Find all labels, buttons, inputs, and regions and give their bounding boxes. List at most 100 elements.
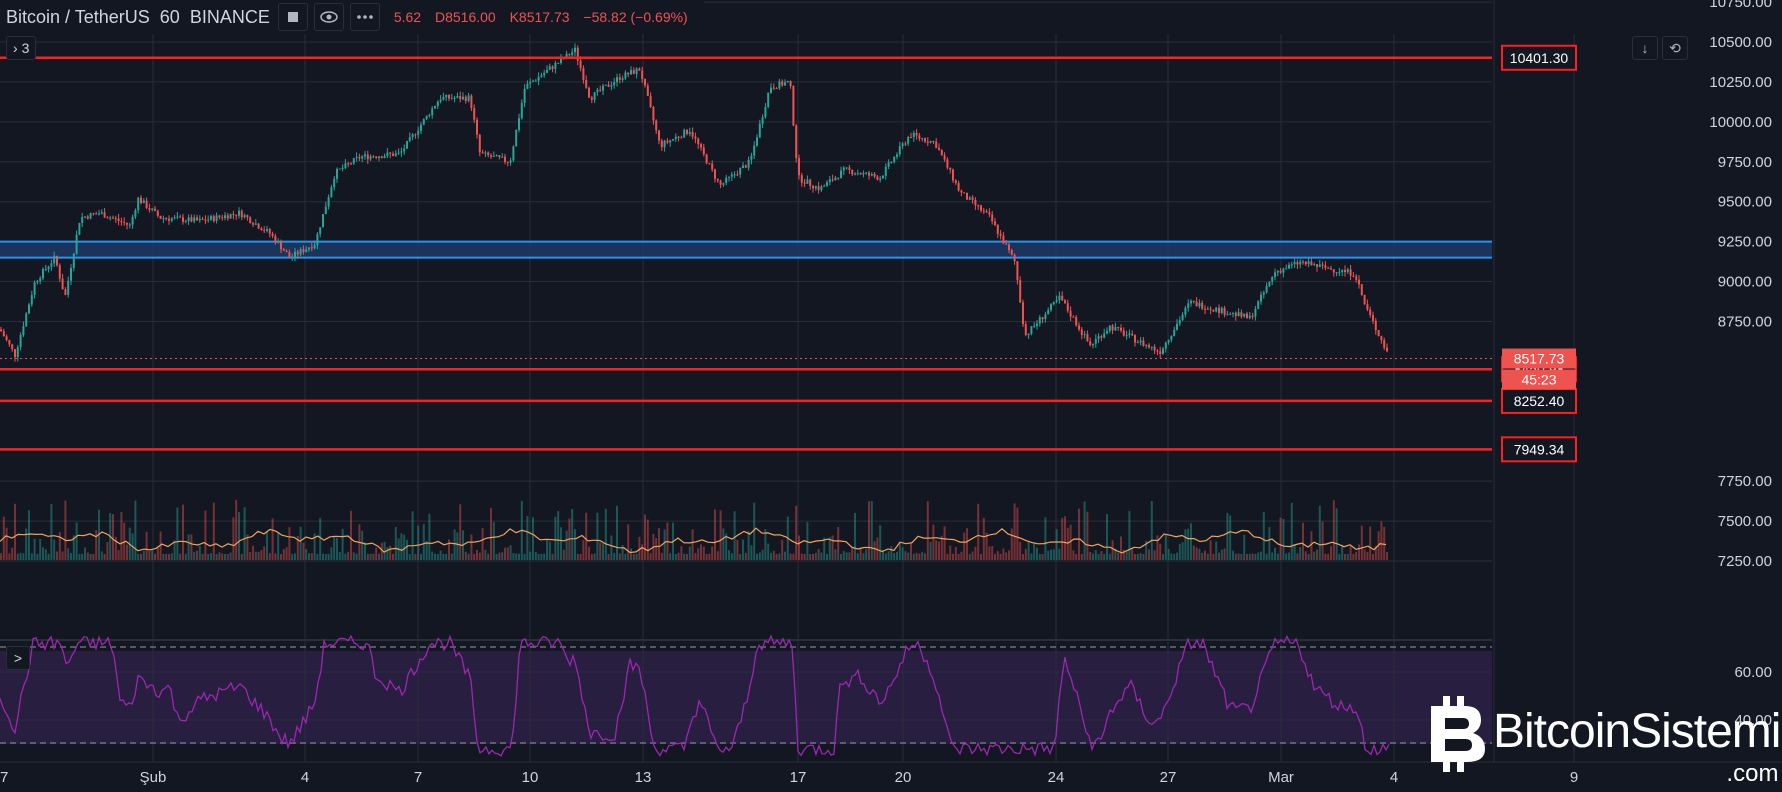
volume-bar (386, 547, 389, 560)
volume-bar (5, 527, 8, 560)
studies-toggle-button[interactable]: › 3 (6, 36, 37, 60)
candle-body (781, 81, 784, 86)
candle-body (1201, 302, 1204, 309)
volume-bar (1288, 552, 1290, 560)
volume-bar (988, 546, 991, 560)
volume-bar (271, 518, 274, 560)
volume-bar (1237, 553, 1240, 560)
volume-bar (854, 512, 856, 560)
scroll-down-button[interactable]: ↓ (1632, 36, 1658, 60)
volume-bar (210, 553, 212, 560)
candle-body (434, 106, 436, 109)
candle-body (960, 190, 963, 193)
volume-bar (509, 545, 512, 560)
candle-body (610, 85, 613, 87)
candle-body (602, 85, 604, 91)
candle-body (756, 137, 758, 146)
candle-body (896, 154, 898, 157)
volume-bar (837, 526, 840, 560)
volume-bar (1094, 550, 1097, 560)
candle-body (845, 167, 848, 169)
volume-bar (1187, 528, 1190, 560)
candle-body (1156, 350, 1159, 352)
candle-body (1307, 261, 1310, 265)
eye-icon[interactable] (313, 3, 344, 31)
volume-bar (1293, 545, 1296, 560)
rsi-tick-label: 40.00 (1734, 712, 1772, 729)
square-icon[interactable] (277, 3, 308, 31)
candle-body (44, 268, 47, 270)
candle-body (350, 163, 352, 165)
volume-bar (691, 529, 694, 560)
candle-body (378, 156, 380, 158)
volume-bar (380, 542, 383, 560)
y-tick-label: 7250.00 (1718, 553, 1772, 570)
candle-body (56, 255, 58, 266)
volume-bar (932, 524, 935, 560)
candle-body (140, 197, 142, 204)
candle-body (554, 63, 557, 69)
volume-bar (868, 501, 870, 560)
rsi-expand-button[interactable]: > (6, 646, 30, 670)
candle-body (1260, 294, 1262, 302)
symbol-title[interactable]: Bitcoin / TetherUS 60 BINANCE (6, 7, 270, 28)
volume-bar (266, 531, 268, 560)
candle-body (543, 72, 546, 76)
volume-bar (1201, 552, 1204, 560)
volume-bar (999, 553, 1002, 560)
candle-body (372, 156, 375, 158)
volume-bar (876, 537, 879, 560)
volume-bar (924, 553, 926, 560)
candle-body (324, 206, 327, 215)
candle-body (50, 263, 53, 267)
reset-chart-button[interactable]: ⟲ (1662, 36, 1688, 60)
symbol-name[interactable]: Bitcoin / TetherUS (6, 6, 150, 27)
volume-bar (30, 553, 33, 560)
candle-body (431, 108, 434, 116)
candle-body (369, 156, 372, 160)
candle-body (621, 78, 624, 80)
candle-body (285, 250, 288, 253)
volume-bar (67, 548, 70, 560)
volume-bar (512, 553, 515, 560)
volume-bar (369, 553, 372, 560)
candle-body (753, 145, 756, 156)
volume-bar (378, 553, 380, 560)
candle-body (882, 175, 884, 179)
candle-body (890, 161, 893, 163)
x-tick-label: 27 (1160, 769, 1177, 786)
candle-body (932, 140, 935, 142)
more-icon[interactable] (349, 3, 380, 31)
candle-body (428, 115, 431, 117)
volume-bar (1013, 503, 1016, 560)
volume-bar (1108, 553, 1111, 560)
volume-bar (33, 538, 36, 560)
volume-bar (702, 546, 705, 560)
interval-label[interactable]: 60 (159, 6, 180, 27)
x-tick-label: Şub (140, 769, 167, 786)
candle-body (1243, 313, 1246, 317)
candle-body (72, 253, 75, 268)
candle-body (1139, 340, 1142, 343)
candle-body (260, 228, 263, 231)
candle-body (1360, 284, 1363, 295)
candle-body (159, 215, 162, 219)
candle-body (1310, 261, 1313, 266)
volume-bar (1047, 550, 1050, 560)
candle-body (579, 60, 582, 69)
volume-bar (249, 552, 252, 560)
volume-bar (1243, 534, 1246, 560)
candle-body (576, 47, 579, 61)
candle-body (862, 172, 865, 175)
candle-body (834, 177, 837, 181)
candle-body (826, 182, 828, 186)
candle-body (1192, 300, 1195, 302)
volume-bar (148, 550, 151, 560)
volume-bar (938, 541, 940, 560)
candle-body (817, 186, 820, 191)
candle-body (280, 241, 282, 250)
candle-body (1330, 268, 1332, 270)
candle-body (481, 152, 484, 154)
volume-bar (117, 550, 120, 560)
